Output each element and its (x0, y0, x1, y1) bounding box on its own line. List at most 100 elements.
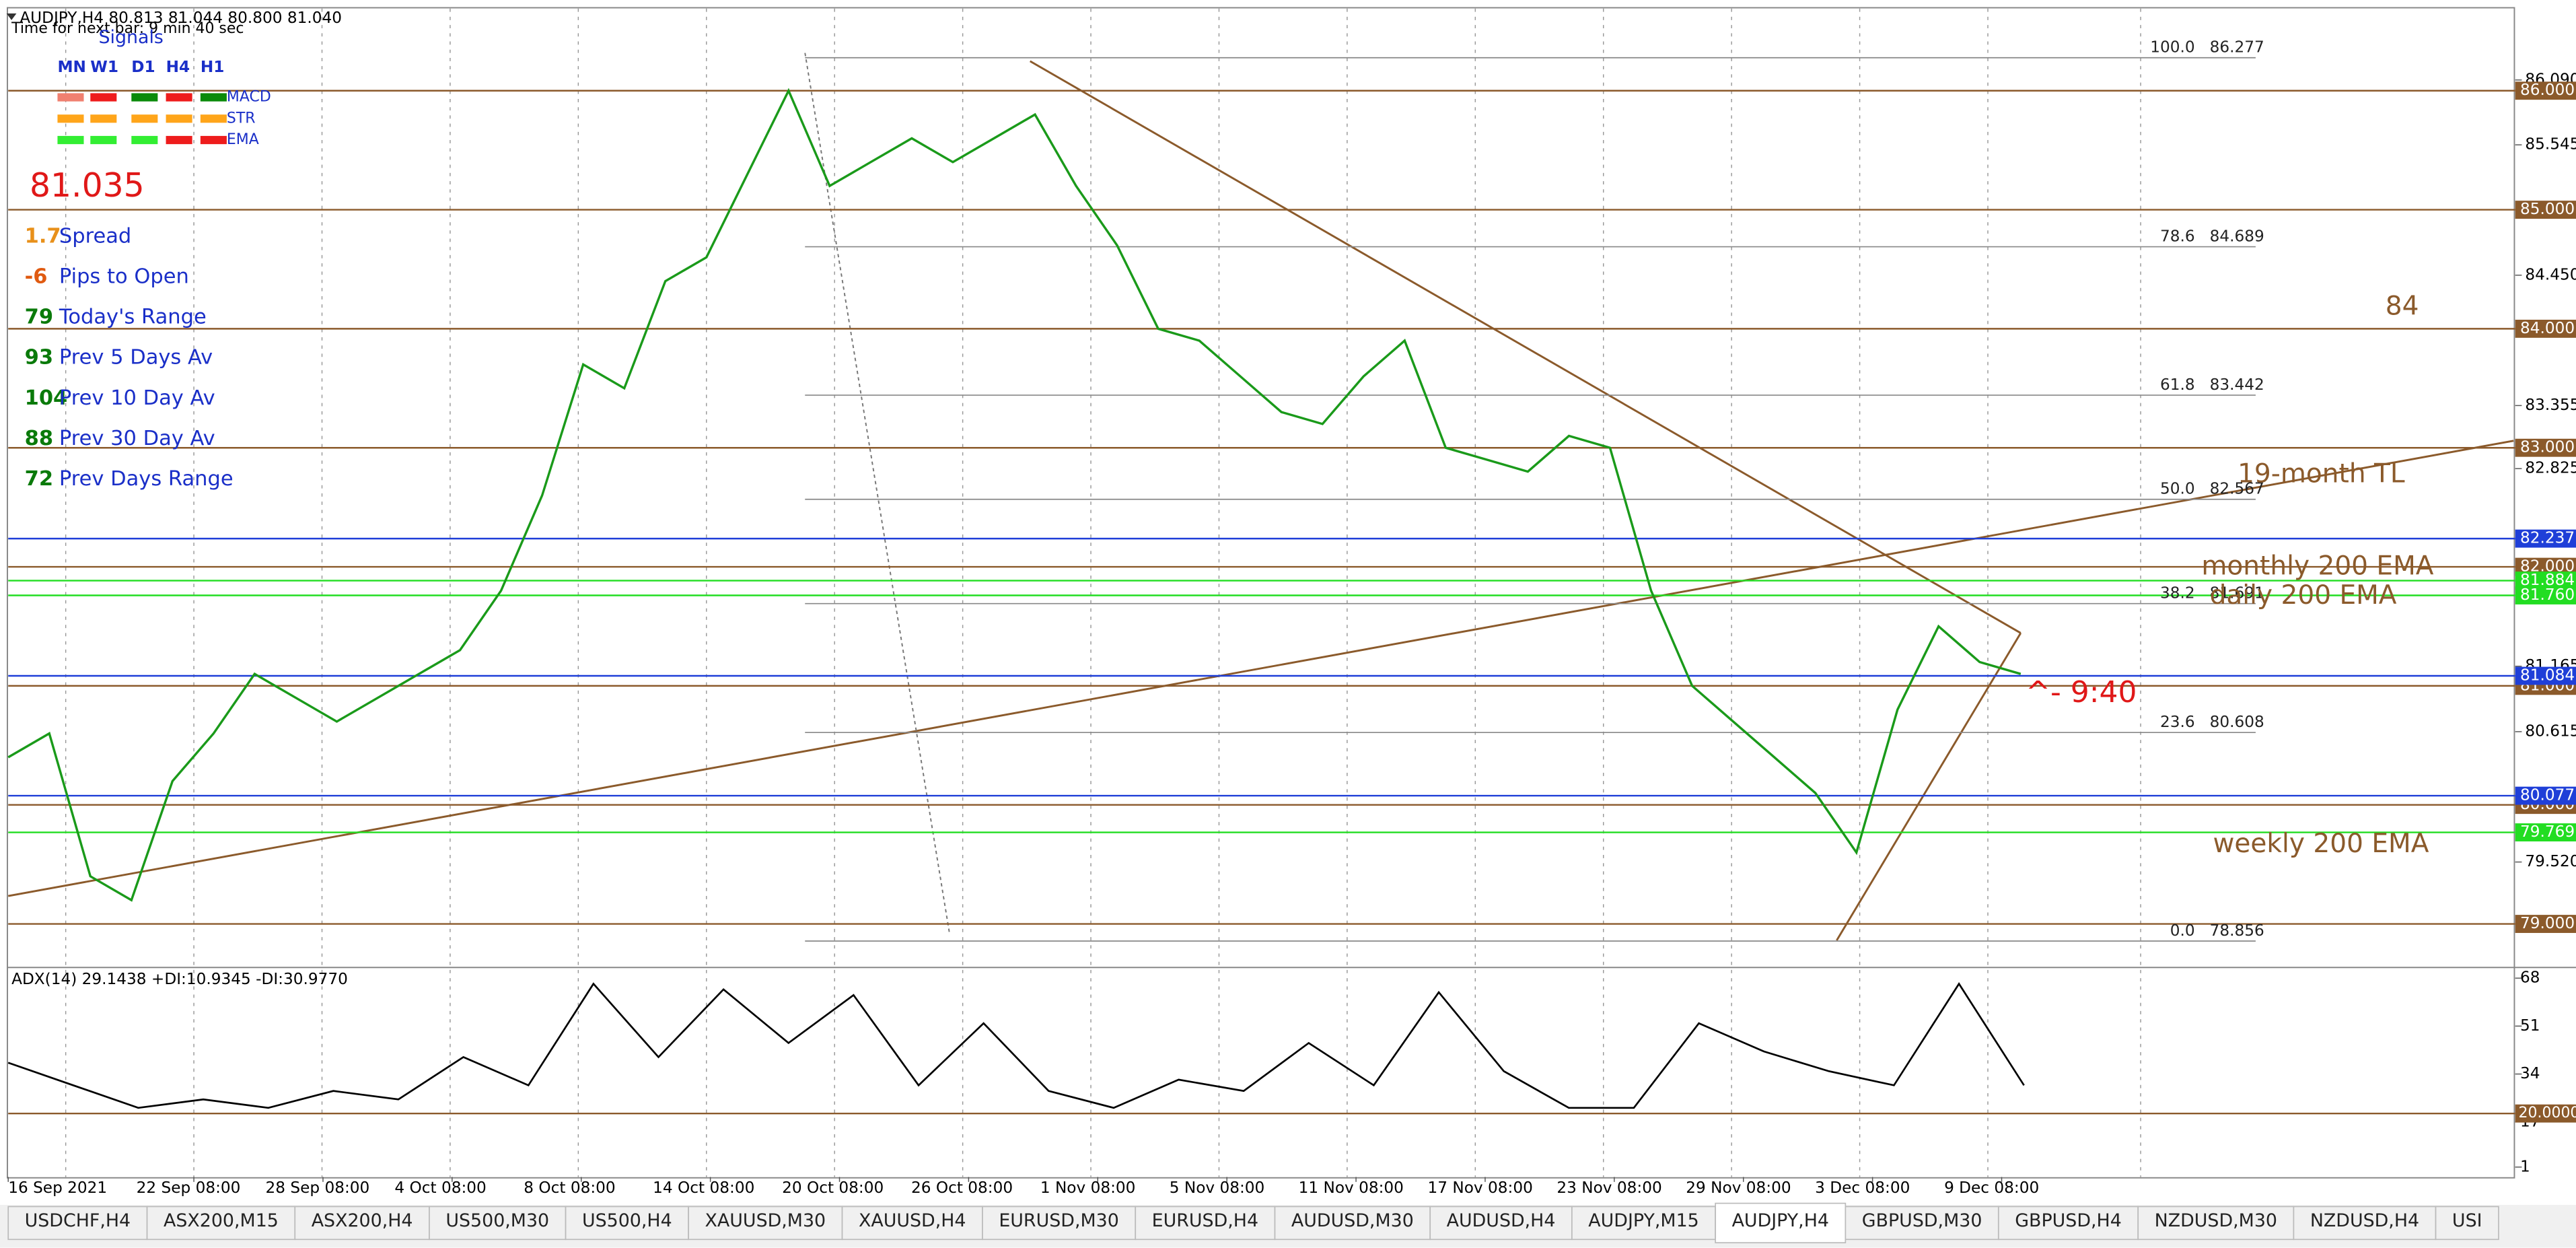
trend-line (1836, 632, 2022, 941)
tab-label[interactable]: AUDJPY,H4 (1732, 1210, 1829, 1231)
price-tag (2515, 666, 2576, 685)
tab-label[interactable]: XAUUSD,H4 (859, 1210, 966, 1231)
tab[interactable]: US500,M30 (429, 1206, 567, 1241)
tab[interactable]: USI (2435, 1206, 2499, 1241)
tab[interactable]: AUDUSD,M30 (1274, 1206, 1431, 1241)
tab[interactable]: EURUSD,M30 (982, 1206, 1137, 1241)
x-tick-label: 5 Nov 08:00 (1170, 1179, 1265, 1197)
signal-row: EMA (227, 131, 259, 148)
tab-box[interactable] (1429, 1206, 1573, 1241)
vertical-grid (65, 8, 2141, 1177)
signal-cell (57, 93, 84, 102)
annotation: weekly 200 EMA (2213, 829, 2429, 859)
tab-box[interactable] (2293, 1206, 2437, 1241)
tab-box[interactable] (429, 1206, 567, 1241)
tab-box[interactable] (7, 1206, 148, 1241)
stat-value: 93 (25, 346, 53, 370)
menu-arrow[interactable] (6, 13, 17, 20)
adx-line (7, 982, 2025, 1109)
price-tag-label: 84.000 (2520, 319, 2575, 337)
signal-cell (90, 93, 117, 102)
tab-box[interactable] (841, 1206, 983, 1241)
fib-price: 81.691 (2210, 584, 2264, 602)
tab-label[interactable]: USDCHF,H4 (25, 1210, 131, 1231)
tab-label[interactable]: EURUSD,M30 (999, 1210, 1118, 1231)
x-tick-label: 22 Sep 08:00 (137, 1179, 241, 1197)
tab[interactable]: GBPUSD,M30 (1845, 1206, 1999, 1241)
stat-value: 72 (25, 467, 53, 491)
tab[interactable]: AUDJPY,M15 (1571, 1206, 1717, 1241)
tab-box[interactable] (1274, 1206, 1431, 1241)
annotation: monthly 200 EMA (2201, 551, 2433, 581)
tab[interactable]: ASX200,H4 (294, 1206, 430, 1241)
tab-label[interactable]: AUDJPY,M15 (1588, 1210, 1698, 1231)
price-tag (2515, 529, 2576, 548)
price-tag-label: 83.000 (2520, 438, 2575, 456)
y-tick-label: 1 (2520, 1157, 2530, 1175)
tab-box[interactable] (982, 1206, 1137, 1241)
tab-box[interactable] (688, 1206, 843, 1241)
fib-price: 78.856 (2210, 922, 2264, 940)
tab-label[interactable]: US500,M30 (445, 1210, 549, 1231)
tab-label[interactable]: AUDUSD,M30 (1291, 1210, 1414, 1231)
tab-label[interactable]: EURUSD,H4 (1152, 1210, 1258, 1231)
x-tick-label: 11 Nov 08:00 (1299, 1179, 1404, 1197)
price-tag (2515, 915, 2576, 933)
signal-row: STR (227, 110, 256, 127)
tab-box[interactable] (146, 1206, 296, 1241)
stat-label: Prev 5 Days Av (59, 346, 213, 370)
stat-value: 1.7 (25, 225, 61, 248)
tab[interactable]: AUDJPY,H4 (1715, 1202, 1847, 1244)
annotation: ^- 9:40 (2026, 675, 2137, 709)
tab[interactable]: AUDUSD,H4 (1429, 1206, 1573, 1241)
price-tag (2515, 81, 2576, 100)
tab-label[interactable]: NZDUSD,H4 (2310, 1210, 2419, 1231)
fib-price: 80.608 (2210, 713, 2264, 731)
tab[interactable]: EURUSD,H4 (1135, 1206, 1276, 1241)
price-tag (2515, 586, 2576, 604)
symbol-line: AUDJPY,H4 80.813 81.044 80.800 81.040 (20, 9, 342, 27)
tab-box[interactable] (565, 1206, 689, 1241)
signal-cell (131, 135, 158, 145)
x-tick-label: 26 Oct 08:00 (911, 1179, 1013, 1197)
signal-cell (166, 114, 192, 123)
signal-cell (90, 114, 117, 123)
signal-cell (200, 135, 227, 145)
tab-label[interactable]: XAUUSD,M30 (705, 1210, 826, 1231)
tab[interactable]: XAUUSD,M30 (688, 1206, 843, 1241)
tab[interactable]: NZDUSD,H4 (2293, 1206, 2437, 1241)
stat-label: Prev 30 Day Av (59, 427, 215, 450)
y-tick-label: 80.615 (2525, 722, 2576, 740)
tab[interactable]: USDCHF,H4 (7, 1206, 148, 1241)
tab[interactable]: ASX200,M15 (146, 1206, 296, 1241)
tab-label[interactable]: US500,H4 (582, 1210, 672, 1231)
tab-label[interactable]: USI (2452, 1210, 2482, 1231)
tab-box[interactable] (1571, 1206, 1717, 1241)
tab-label[interactable]: ASX200,M15 (164, 1210, 279, 1231)
annotation: 84 (2386, 291, 2419, 322)
tab-box[interactable] (1845, 1206, 1999, 1241)
tab[interactable]: GBPUSD,H4 (1997, 1206, 2139, 1241)
tab-label[interactable]: ASX200,H4 (312, 1210, 413, 1231)
signal-cell (200, 114, 227, 123)
tab[interactable]: NZDUSD,M30 (2137, 1206, 2295, 1241)
price-tag-label: 79.000 (2520, 914, 2575, 932)
tab-label[interactable]: GBPUSD,H4 (2015, 1210, 2122, 1231)
signal-column: W1 (90, 58, 118, 76)
tab[interactable]: US500,H4 (565, 1206, 689, 1241)
price-tag-label: 81.884 (2520, 571, 2575, 589)
tab-box[interactable] (2137, 1206, 2295, 1241)
fib-base-line (804, 53, 951, 934)
stat-label: Today's Range (59, 306, 207, 329)
tab-label[interactable]: AUDUSD,H4 (1447, 1210, 1556, 1231)
x-tick-label: 3 Dec 08:00 (1815, 1179, 1910, 1197)
stat-value: 88 (25, 427, 53, 450)
tab-label[interactable]: GBPUSD,M30 (1862, 1210, 1982, 1231)
tab[interactable]: XAUUSD,H4 (841, 1206, 983, 1241)
tab-box[interactable] (2435, 1206, 2499, 1241)
price-tag-label: 81.084 (2520, 666, 2575, 685)
fib-price: 82.567 (2210, 480, 2264, 498)
tab-label[interactable]: NZDUSD,M30 (2155, 1210, 2277, 1231)
signal-column: D1 (131, 58, 155, 76)
